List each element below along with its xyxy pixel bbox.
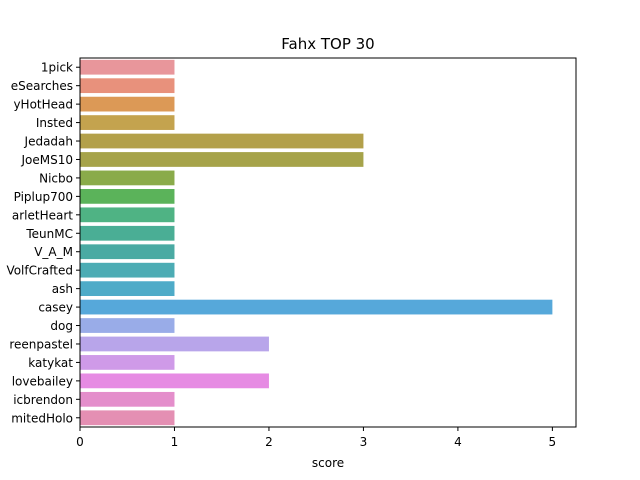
- bar: [80, 373, 269, 389]
- bar: [80, 299, 553, 315]
- y-axis-ticks: 1pick eSearches yHotHead Insted Jedadah JoeMS…: [6, 61, 80, 425]
- bar: [80, 262, 175, 278]
- bar: [80, 188, 175, 204]
- bar: [80, 170, 175, 186]
- bar: [80, 281, 175, 297]
- y-tick-label: arletHeart: [12, 208, 73, 222]
- bar: [80, 152, 364, 167]
- bar: [80, 355, 175, 370]
- y-tick-label: Nicbo: [39, 171, 73, 185]
- bar: [80, 207, 175, 223]
- bar: [80, 96, 175, 112]
- y-tick-label: yHotHead: [13, 98, 73, 112]
- y-tick-label: Piplup700: [14, 190, 73, 204]
- y-tick-label: TeunMC: [25, 227, 73, 241]
- x-axis-ticks: 0 1 2 3 4 5: [76, 427, 556, 449]
- bar: [80, 391, 175, 407]
- y-tick-label: casey: [38, 301, 73, 315]
- bar: [80, 318, 175, 333]
- plot-frame: [79, 57, 577, 428]
- bar: [80, 336, 269, 352]
- y-tick-label: icbrendon: [13, 393, 73, 407]
- y-tick-label: 1pick: [41, 61, 73, 75]
- y-tick-label: JoeMS10: [20, 153, 73, 167]
- y-tick-label: eSearches: [11, 79, 73, 93]
- x-tick-label: 0: [76, 435, 84, 449]
- y-tick-label: VolfCrafted: [6, 264, 73, 278]
- bar: [80, 59, 175, 75]
- y-tick-label: dog: [50, 319, 73, 333]
- bar: [80, 133, 364, 149]
- x-tick-label: 3: [360, 435, 368, 449]
- bars-group: [80, 59, 553, 426]
- y-tick-label: reenpastel: [9, 337, 73, 351]
- y-tick-label: V_A_M: [34, 245, 73, 259]
- bar: [80, 115, 175, 130]
- y-tick-label: Jedadah: [24, 135, 73, 149]
- y-tick-label: Insted: [36, 116, 73, 130]
- x-tick-label: 1: [171, 435, 179, 449]
- bar: [80, 225, 175, 241]
- y-tick-label: mitedHolo: [11, 411, 73, 425]
- x-tick-label: 2: [265, 435, 273, 449]
- y-tick-label: lovebailey: [12, 374, 73, 388]
- chart-title: Fahx TOP 30: [281, 35, 374, 53]
- bar: [80, 410, 175, 426]
- bar: [80, 244, 175, 260]
- y-tick-label: katykat: [28, 356, 73, 370]
- x-tick-label: 4: [454, 435, 462, 449]
- x-tick-label: 5: [549, 435, 557, 449]
- y-tick-label: ash: [52, 282, 73, 296]
- bar: [80, 78, 175, 94]
- x-axis-label: score: [312, 456, 344, 470]
